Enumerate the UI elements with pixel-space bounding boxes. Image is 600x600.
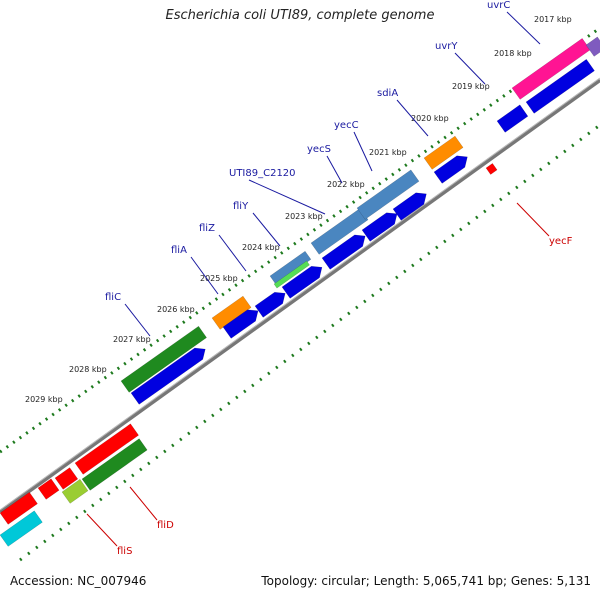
gene-label-uvrY[interactable]: uvrY [435, 41, 458, 52]
cds-sdiA-block[interactable] [433, 155, 468, 184]
gene-fliC-block[interactable] [120, 325, 207, 393]
gene-label-fliC[interactable]: fliC [105, 292, 121, 303]
label-leader-line [353, 131, 373, 172]
gene-label-yecS[interactable]: yecS [307, 144, 331, 155]
tick-label: 2019 kbp [452, 82, 490, 91]
tick-label: 2027 kbp [113, 335, 151, 344]
label-leader-line [86, 513, 118, 547]
cds-fliZ-block[interactable] [254, 291, 286, 318]
tick-label: 2018 kbp [494, 49, 532, 58]
gene-label-fliD[interactable]: fliD [157, 520, 174, 531]
cds-C2120-block[interactable] [321, 234, 366, 270]
label-leader-line [396, 99, 429, 137]
gene-UTI89_C2120-block[interactable] [269, 250, 312, 285]
gene-label-fliY[interactable]: fliY [233, 201, 249, 212]
gene-label-fliZ[interactable]: fliZ [199, 223, 215, 234]
tick-labels: 2017 kbp 2018 kbp 2019 kbp 2020 kbp 2021 kbp… [25, 15, 572, 404]
tick-label: 2017 kbp [534, 15, 572, 24]
label-leader-line [506, 11, 541, 45]
outer-dotted-track [0, 26, 600, 454]
cds-fliY-block[interactable] [281, 265, 323, 299]
tick-label: 2020 kbp [411, 114, 449, 123]
gene-label-UTI89_C2120[interactable]: UTI89_C2120 [229, 168, 296, 179]
label-leader-line [326, 155, 343, 184]
gene-label-yecC[interactable]: yecC [334, 120, 359, 131]
plus-strand-features [120, 36, 600, 405]
gene-yecS-block[interactable] [310, 208, 369, 255]
gene-fliD-red-block[interactable] [74, 423, 139, 475]
label-leader-line [252, 212, 281, 247]
gene-fliD-block[interactable] [81, 438, 148, 491]
accession-text: Accession: NC_007946 [10, 574, 147, 588]
gene-small-red-block[interactable] [54, 467, 79, 490]
cds-fliA-block[interactable] [222, 309, 259, 339]
gene-fliY-block[interactable] [273, 260, 310, 289]
gene-label-fliS[interactable]: fliS [117, 546, 132, 557]
label-leader-line [454, 52, 486, 85]
label-leader-line [248, 179, 326, 215]
gene-fliZ-block[interactable] [211, 295, 252, 330]
tick-label: 2025 kbp [200, 274, 238, 283]
map-title: Escherichia coli UTI89, complete genome [165, 8, 435, 23]
backbone-highlight [0, 77, 600, 511]
minus-strand-features [0, 163, 498, 547]
tick-label: 2022 kbp [327, 180, 365, 189]
inner-dotted-track [19, 123, 600, 562]
genome-backbone [0, 78, 600, 514]
label-leader-line [124, 303, 151, 337]
cds-fliC-block[interactable] [130, 347, 206, 405]
gene-fliS-block[interactable] [61, 478, 89, 504]
label-leader-line [516, 202, 550, 237]
gene-label-yecF[interactable]: yecF [549, 236, 573, 247]
label-leader-line [190, 256, 219, 295]
tick-label: 2021 kbp [369, 148, 407, 157]
gene-yecF-block[interactable] [485, 163, 498, 175]
gene-label-uvrC[interactable]: uvrC [487, 0, 510, 11]
tick-label: 2023 kbp [285, 212, 323, 221]
tick-label: 2024 kbp [242, 243, 280, 252]
gene-small-red-2-block[interactable] [37, 478, 60, 500]
tick-label: 2029 kbp [25, 395, 63, 404]
cds-uvrY2-block[interactable] [496, 104, 529, 133]
genome-summary-text: Topology: circular; Length: 5,065,741 bp… [261, 574, 591, 588]
gene-yecC-block[interactable] [356, 169, 420, 220]
gene-label-fliA[interactable]: fliA [171, 245, 187, 256]
gene-label-sdiA[interactable]: sdiA [377, 88, 398, 99]
gene-next-block[interactable] [585, 36, 600, 57]
label-leader-line [129, 486, 158, 521]
tick-label: 2028 kbp [69, 365, 107, 374]
label-leader-line [218, 234, 247, 272]
gene-red-edge-block[interactable] [0, 491, 38, 525]
cds-yecC-block[interactable] [392, 192, 427, 221]
cds-yecS-block[interactable] [361, 212, 398, 242]
cds-uvrY-block[interactable] [525, 58, 595, 114]
gene-cyan-block[interactable] [0, 510, 43, 547]
tick-label: 2026 kbp [157, 305, 195, 314]
gene-labels: uvrC uvrY sdiA yecC yecS UTI89_C2120 fliY fliZ f… [86, 0, 573, 557]
gene-sdiA-block[interactable] [423, 135, 464, 170]
